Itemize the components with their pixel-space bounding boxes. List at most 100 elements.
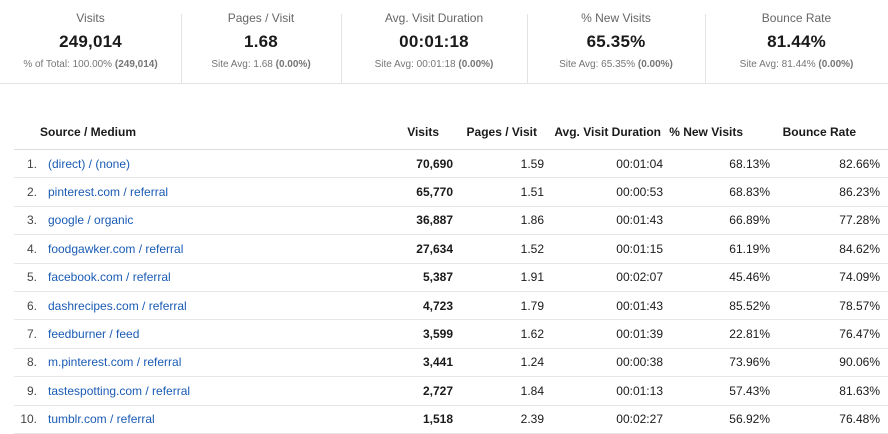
source-medium-link[interactable]: pinterest.com / referral bbox=[48, 185, 169, 200]
row-rank: 1. bbox=[26, 156, 37, 171]
scorecard-subtext-bold: (0.00%) bbox=[275, 59, 311, 70]
source-medium-link[interactable]: feedburner / feed bbox=[48, 327, 140, 342]
scorecard-subtext: Site Avg: 00:01:18 (0.00%) bbox=[341, 59, 527, 70]
visits-cell: 2,727 bbox=[364, 376, 453, 406]
pages-per-visit-cell: 1.62 bbox=[453, 319, 544, 349]
bounce-rate-cell: 82.66% bbox=[770, 149, 888, 179]
avg-visit-duration-cell: 00:00:38 bbox=[544, 348, 663, 378]
source-medium-link[interactable]: tastespotting.com / referral bbox=[48, 383, 191, 398]
bounce-rate-cell: 78.57% bbox=[770, 291, 888, 321]
pct-new-visits-cell: 68.83% bbox=[663, 177, 770, 207]
source-cell: 3. google / organic bbox=[14, 206, 364, 236]
scorecard-value: 00:01:18 bbox=[399, 32, 469, 51]
scorecard-subtext-bold: (0.00%) bbox=[458, 59, 494, 70]
avg-visit-duration-cell: 00:01:39 bbox=[544, 319, 663, 349]
table-row: 8. m.pinterest.com / referral 3,441 1.24 … bbox=[14, 348, 888, 378]
source-medium-report-table: Source / Medium Visits Pages / Visit Avg… bbox=[14, 84, 888, 434]
scorecard-subtext-prefix: Site Avg: 1.68 bbox=[211, 59, 273, 70]
avg-visit-duration-cell: 00:01:15 bbox=[544, 234, 663, 264]
pct-new-visits-cell: 57.43% bbox=[663, 376, 770, 406]
column-header-visits[interactable]: Visits bbox=[364, 84, 453, 150]
scorecard-value: 1.68 bbox=[244, 32, 278, 51]
pages-per-visit-cell: 1.24 bbox=[453, 348, 544, 378]
scorecard-subtext-prefix: Site Avg: 81.44% bbox=[739, 59, 816, 70]
bounce-rate-cell: 86.23% bbox=[770, 177, 888, 207]
row-rank: 6. bbox=[26, 298, 37, 313]
scorecard-subtext-prefix: Site Avg: 00:01:18 bbox=[374, 59, 456, 70]
pages-per-visit-cell: 1.79 bbox=[453, 291, 544, 321]
source-cell: 5. facebook.com / referral bbox=[14, 263, 364, 292]
scorecard-subtext-bold: (0.00%) bbox=[818, 59, 854, 70]
scorecard-pct-new-visits: % New Visits 65.35% Site Avg: 65.35% (0.… bbox=[527, 0, 705, 83]
scorecard-value: 249,014 bbox=[59, 32, 122, 51]
pages-per-visit-cell: 1.51 bbox=[453, 177, 544, 207]
column-header-avg-visit-duration[interactable]: Avg. Visit Duration bbox=[544, 84, 663, 150]
pages-per-visit-cell: 1.84 bbox=[453, 376, 544, 406]
bounce-rate-cell: 76.47% bbox=[770, 319, 888, 349]
row-rank: 10. bbox=[20, 412, 37, 427]
scorecard-subtext: Site Avg: 65.35% (0.00%) bbox=[527, 59, 705, 70]
column-header-pct-new-visits[interactable]: % New Visits bbox=[663, 84, 770, 150]
source-medium-link[interactable]: foodgawker.com / referral bbox=[48, 241, 184, 256]
pages-per-visit-cell: 1.59 bbox=[453, 149, 544, 179]
scorecard-label: % New Visits bbox=[581, 11, 651, 25]
source-cell: 4. foodgawker.com / referral bbox=[14, 234, 364, 264]
pages-per-visit-cell: 1.52 bbox=[453, 234, 544, 264]
table-row: 10. tumblr.com / referral 1,518 2.39 00:0… bbox=[14, 405, 888, 434]
scorecard-value: 65.35% bbox=[586, 32, 646, 51]
avg-visit-duration-cell: 00:01:43 bbox=[544, 206, 663, 236]
scorecard-subtext-bold: (0.00%) bbox=[637, 59, 673, 70]
bounce-rate-cell: 90.06% bbox=[770, 348, 888, 378]
pct-new-visits-cell: 68.13% bbox=[663, 149, 770, 179]
metric-scorecards: Visits 249,014 % of Total: 100.00% (249,… bbox=[0, 0, 888, 84]
scorecard-visits: Visits 249,014 % of Total: 100.00% (249,… bbox=[0, 0, 181, 83]
scorecard-subtext-prefix: Site Avg: 65.35% bbox=[559, 59, 636, 70]
pages-per-visit-cell: 2.39 bbox=[453, 405, 544, 434]
avg-visit-duration-cell: 00:01:13 bbox=[544, 376, 663, 406]
table-row: 9. tastespotting.com / referral 2,727 1.8… bbox=[14, 376, 888, 406]
scorecard-avg-visit-duration: Avg. Visit Duration 00:01:18 Site Avg: 0… bbox=[341, 0, 527, 83]
source-medium-link[interactable]: m.pinterest.com / referral bbox=[48, 355, 182, 370]
scorecard-subtext: Site Avg: 1.68 (0.00%) bbox=[181, 59, 341, 70]
source-cell: 8. m.pinterest.com / referral bbox=[14, 348, 364, 378]
pages-per-visit-cell: 1.91 bbox=[453, 263, 544, 292]
pages-per-visit-cell: 1.86 bbox=[453, 206, 544, 236]
scorecard-label: Pages / Visit bbox=[227, 11, 295, 25]
row-rank: 7. bbox=[26, 327, 37, 342]
visits-cell: 3,441 bbox=[364, 348, 453, 378]
pct-new-visits-cell: 22.81% bbox=[663, 319, 770, 349]
source-cell: 10. tumblr.com / referral bbox=[14, 405, 364, 434]
source-medium-link[interactable]: google / organic bbox=[48, 213, 134, 228]
scorecard-subtext-bold: (249,014) bbox=[114, 59, 158, 70]
row-rank: 3. bbox=[26, 213, 37, 228]
avg-visit-duration-cell: 00:00:53 bbox=[544, 177, 663, 207]
avg-visit-duration-cell: 00:02:27 bbox=[544, 405, 663, 434]
visits-cell: 4,723 bbox=[364, 291, 453, 321]
column-header-source-medium[interactable]: Source / Medium bbox=[14, 84, 364, 150]
pct-new-visits-cell: 85.52% bbox=[663, 291, 770, 321]
scorecard-subtext: Site Avg: 81.44% (0.00%) bbox=[705, 59, 888, 70]
table-row: 7. feedburner / feed 3,599 1.62 00:01:39 … bbox=[14, 319, 888, 349]
scorecard-label: Avg. Visit Duration bbox=[384, 11, 484, 25]
pct-new-visits-cell: 73.96% bbox=[663, 348, 770, 378]
visits-cell: 36,887 bbox=[364, 206, 453, 236]
row-rank: 4. bbox=[26, 241, 37, 256]
source-cell: 7. feedburner / feed bbox=[14, 319, 364, 349]
avg-visit-duration-cell: 00:01:43 bbox=[544, 291, 663, 321]
source-medium-link[interactable]: tumblr.com / referral bbox=[48, 412, 155, 427]
table-row: 3. google / organic 36,887 1.86 00:01:43 … bbox=[14, 206, 888, 236]
row-rank: 5. bbox=[26, 270, 37, 285]
source-cell: 9. tastespotting.com / referral bbox=[14, 376, 364, 406]
avg-visit-duration-cell: 00:01:04 bbox=[544, 149, 663, 179]
column-header-pages-per-visit[interactable]: Pages / Visit bbox=[453, 84, 544, 150]
source-medium-link[interactable]: (direct) / (none) bbox=[48, 156, 131, 171]
scorecard-label: Visits bbox=[76, 11, 105, 25]
scorecard-bounce-rate: Bounce Rate 81.44% Site Avg: 81.44% (0.0… bbox=[705, 0, 888, 83]
bounce-rate-cell: 76.48% bbox=[770, 405, 888, 434]
bounce-rate-cell: 77.28% bbox=[770, 206, 888, 236]
source-medium-link[interactable]: facebook.com / referral bbox=[48, 270, 171, 285]
pct-new-visits-cell: 56.92% bbox=[663, 405, 770, 434]
source-medium-link[interactable]: dashrecipes.com / referral bbox=[48, 298, 187, 313]
column-header-bounce-rate[interactable]: Bounce Rate bbox=[770, 84, 888, 150]
scorecard-subtext: % of Total: 100.00% (249,014) bbox=[0, 59, 181, 70]
